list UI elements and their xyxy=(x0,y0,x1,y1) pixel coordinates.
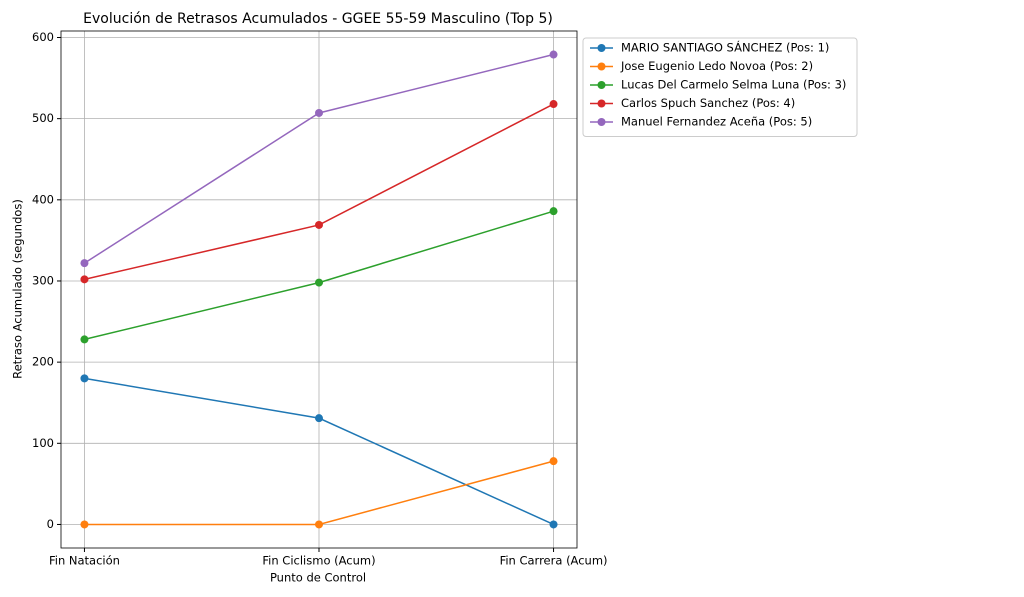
x-axis-label: Punto de Control xyxy=(270,571,366,585)
legend-marker xyxy=(597,99,606,108)
y-tick-label: 600 xyxy=(32,30,54,44)
data-point xyxy=(315,108,323,117)
data-point xyxy=(315,220,323,229)
data-point xyxy=(80,520,89,529)
y-tick-label: 100 xyxy=(32,436,54,450)
data-point xyxy=(549,520,558,529)
y-tick-label: 300 xyxy=(32,273,54,287)
legend-box xyxy=(582,37,858,137)
data-point xyxy=(549,457,558,466)
y-tick-label: 500 xyxy=(32,111,54,125)
legend-marker xyxy=(597,62,606,71)
data-point xyxy=(80,374,89,383)
data-point xyxy=(549,50,558,59)
y-tick-label: 0 xyxy=(47,517,54,531)
legend-label: Jose Eugenio Ledo Novoa (Pos: 2) xyxy=(620,59,813,73)
y-tick-label: 200 xyxy=(32,355,54,369)
data-point xyxy=(315,414,323,423)
x-tick-label: Fin Carrera (Acum) xyxy=(500,554,608,568)
chart-title: Evolución de Retrasos Acumulados - GGEE … xyxy=(83,11,553,27)
legend-label: MARIO SANTIAGO SÁNCHEZ (Pos: 1) xyxy=(621,40,829,55)
y-axis-label: Retraso Acumulado (segundos) xyxy=(11,199,25,379)
legend-marker xyxy=(597,44,606,52)
legend-label: Lucas Del Carmelo Selma Luna (Pos: 3) xyxy=(621,78,846,92)
data-point xyxy=(549,207,558,216)
legend-marker xyxy=(597,118,606,126)
legend-marker xyxy=(597,81,606,89)
legend-label: Manuel Fernandez Aceña (Pos: 5) xyxy=(621,115,812,129)
data-point xyxy=(315,278,323,287)
legend-label: Carlos Spuch Sanchez (Pos: 4) xyxy=(621,96,795,110)
data-point xyxy=(549,100,558,109)
data-point xyxy=(80,335,89,344)
x-tick-label: Fin Ciclismo (Acum) xyxy=(262,554,375,568)
plot-frame xyxy=(60,30,578,549)
y-tick-label: 400 xyxy=(32,192,54,206)
data-point xyxy=(315,520,323,529)
x-tick-label: Fin Natación xyxy=(49,554,120,568)
data-point xyxy=(80,275,89,284)
data-point xyxy=(80,259,89,268)
